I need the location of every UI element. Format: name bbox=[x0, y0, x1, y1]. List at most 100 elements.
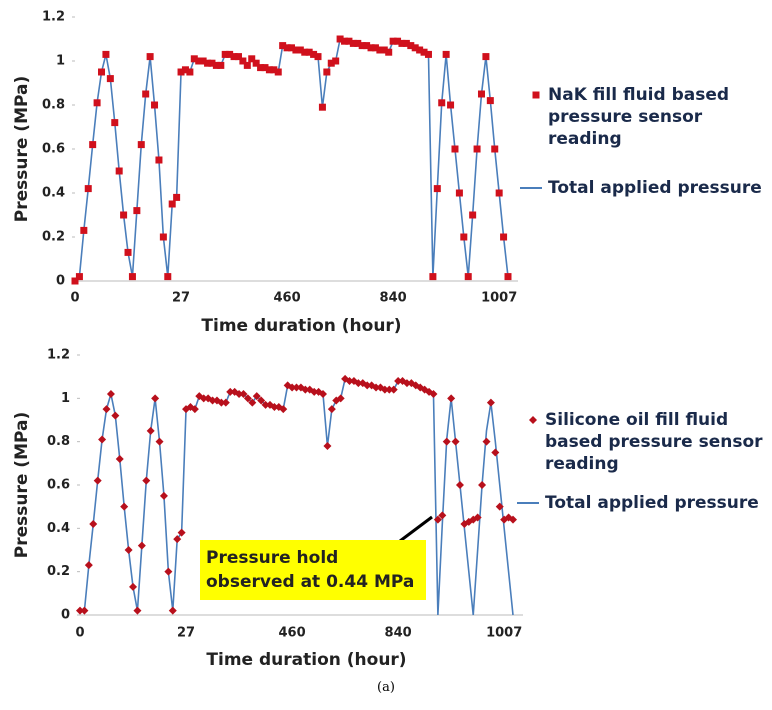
data-point bbox=[376, 46, 384, 54]
y-tick-label: 0.8 bbox=[47, 434, 70, 449]
data-point bbox=[429, 390, 438, 398]
y-tick-label: 0.8 bbox=[42, 98, 65, 113]
data-point bbox=[230, 53, 238, 61]
data-point bbox=[332, 57, 340, 65]
data-point bbox=[296, 46, 304, 54]
legend-label: Total applied pressure bbox=[545, 493, 759, 513]
data-point bbox=[168, 606, 177, 615]
data-point bbox=[372, 383, 381, 392]
data-point bbox=[204, 59, 212, 67]
data-point bbox=[199, 394, 208, 403]
data-point bbox=[509, 515, 517, 524]
data-point bbox=[257, 396, 266, 405]
data-point bbox=[336, 394, 345, 403]
data-point bbox=[129, 582, 138, 591]
data-point bbox=[137, 541, 146, 550]
y-tick-label: 0.2 bbox=[42, 230, 65, 245]
data-point bbox=[270, 66, 278, 74]
data-point bbox=[323, 442, 332, 450]
data-point bbox=[115, 455, 124, 463]
data-point bbox=[120, 502, 129, 511]
data-point bbox=[478, 481, 487, 489]
x-tick-label: 460 bbox=[274, 291, 301, 306]
data-point bbox=[292, 383, 301, 392]
data-point bbox=[394, 377, 403, 385]
data-point bbox=[433, 185, 441, 193]
data-point bbox=[385, 48, 393, 56]
series-line bbox=[74, 37, 509, 282]
data-point bbox=[71, 277, 79, 285]
data-point bbox=[84, 561, 93, 570]
data-point bbox=[292, 46, 300, 54]
data-point bbox=[358, 42, 366, 50]
data-point bbox=[217, 61, 225, 69]
y-axis-label: Pressure (MPa) bbox=[12, 412, 32, 558]
legend-label: Total applied pressure bbox=[548, 178, 762, 198]
data-point bbox=[243, 61, 251, 69]
data-point bbox=[429, 273, 437, 281]
data-point bbox=[389, 37, 397, 45]
data-point bbox=[199, 57, 207, 65]
data-point bbox=[235, 390, 244, 398]
data-point bbox=[80, 606, 89, 615]
data-point bbox=[208, 396, 217, 405]
data-point bbox=[469, 211, 477, 219]
data-point bbox=[460, 233, 468, 241]
data-point bbox=[455, 481, 464, 489]
data-point bbox=[102, 50, 110, 58]
x-tick-label: 27 bbox=[172, 291, 190, 306]
data-point bbox=[146, 426, 155, 435]
data-point bbox=[416, 46, 424, 54]
data-point bbox=[124, 546, 133, 554]
data-point bbox=[142, 476, 151, 485]
x-tick-label: 0 bbox=[75, 626, 84, 641]
legend-label: NaK fill fluid based pressure sensor rea… bbox=[548, 85, 730, 149]
data-point bbox=[319, 390, 328, 398]
data-point bbox=[402, 39, 410, 47]
data-point bbox=[407, 42, 415, 50]
data-point bbox=[252, 59, 260, 67]
data-point bbox=[424, 50, 432, 58]
data-point bbox=[314, 53, 322, 61]
data-point bbox=[151, 101, 159, 109]
data-point bbox=[212, 61, 220, 69]
data-point bbox=[327, 405, 336, 414]
data-point bbox=[345, 377, 354, 385]
data-point bbox=[115, 167, 123, 175]
data-point bbox=[500, 233, 508, 241]
data-point bbox=[371, 44, 379, 52]
data-point bbox=[367, 44, 375, 52]
data-point bbox=[455, 189, 463, 197]
data-point bbox=[76, 606, 84, 615]
data-point bbox=[106, 75, 114, 83]
x-axis-label: Time duration (hour) bbox=[201, 316, 401, 336]
data-point bbox=[155, 156, 163, 164]
caption: (a) bbox=[377, 680, 395, 695]
data-point bbox=[279, 42, 287, 50]
data-point bbox=[111, 119, 119, 127]
data-point bbox=[93, 476, 102, 485]
data-point bbox=[529, 416, 537, 424]
data-point bbox=[111, 411, 120, 420]
y-axis-label: Pressure (MPa) bbox=[12, 76, 32, 222]
data-point bbox=[252, 392, 261, 401]
data-point bbox=[234, 53, 242, 61]
data-point bbox=[283, 44, 291, 52]
y-tick-label: 1.2 bbox=[47, 348, 70, 363]
y-tick-label: 0 bbox=[56, 274, 65, 289]
data-point bbox=[195, 57, 203, 65]
data-point bbox=[363, 381, 372, 390]
data-point bbox=[239, 390, 248, 398]
y-tick-label: 1.2 bbox=[42, 10, 65, 25]
y-tick-label: 0.6 bbox=[42, 142, 65, 157]
data-point bbox=[106, 390, 115, 398]
data-point bbox=[305, 48, 313, 56]
annotation-text: observed at 0.44 MPa bbox=[206, 572, 414, 592]
data-point bbox=[464, 273, 472, 281]
data-point bbox=[336, 35, 344, 43]
data-point bbox=[442, 437, 451, 446]
data-point bbox=[451, 145, 459, 153]
y-tick-label: 1 bbox=[61, 391, 70, 406]
data-point bbox=[93, 99, 101, 107]
data-point bbox=[279, 405, 288, 414]
